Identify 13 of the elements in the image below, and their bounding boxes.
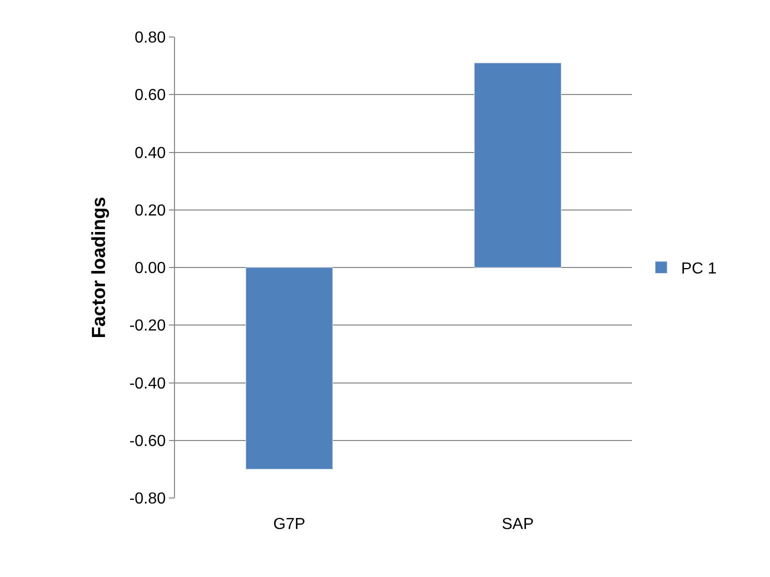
x-tick-label: SAP: [502, 516, 534, 533]
y-tick-label: 0.20: [134, 202, 166, 220]
legend-label: PC 1: [681, 260, 717, 278]
y-tick-label: 0.60: [134, 87, 166, 104]
y-tick-label: -0.60: [129, 432, 166, 450]
y-tick-label: 0.80: [134, 30, 166, 47]
y-tick-label: 0.40: [134, 144, 166, 162]
y-tick-label: -0.80: [129, 490, 166, 508]
y-tick-label: 0.00: [134, 260, 166, 278]
y-tick-label: -0.40: [129, 375, 166, 392]
y-tick-label: -0.20: [129, 318, 166, 335]
x-tick-label: G7P: [273, 516, 306, 533]
y-axis-title: Factor loadings: [89, 196, 110, 338]
